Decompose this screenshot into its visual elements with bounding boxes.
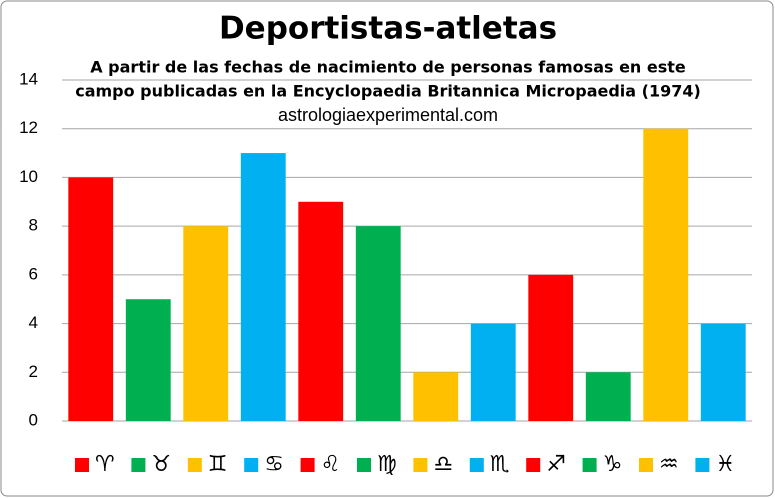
chart-title: Deportistas-atletas (219, 11, 557, 47)
y-tick-label: 14 (19, 69, 38, 88)
legend-label: ♊ (208, 452, 228, 477)
legend-label: ♋ (264, 452, 284, 477)
bar (240, 153, 286, 422)
legend-label: ♐ (546, 452, 566, 477)
chart-subtitle: A partir de las fechas de nacimiento de … (90, 58, 686, 77)
legend-swatch (582, 458, 597, 472)
bar (470, 323, 516, 421)
y-tick-label: 0 (29, 410, 38, 429)
legend-swatch (187, 458, 202, 472)
bar (413, 372, 459, 421)
bar (183, 226, 229, 421)
y-tick-label: 12 (19, 118, 38, 137)
chart-subtitle: campo publicadas en la Encyclopaedia Bri… (75, 82, 701, 101)
y-tick-label: 10 (19, 167, 38, 186)
legend-swatch (526, 458, 541, 472)
legend-label: ♓ (715, 452, 735, 477)
bar (700, 323, 746, 421)
legend-swatch (300, 458, 315, 472)
bar (528, 274, 574, 421)
bar (125, 299, 171, 421)
legend-swatch (469, 458, 484, 472)
bar (68, 177, 114, 421)
legend-label: ♏ (490, 452, 510, 477)
legend-swatch (131, 458, 146, 472)
legend-label: ♑ (603, 452, 623, 477)
legend-label: ♌ (321, 452, 341, 477)
bar (355, 226, 401, 421)
y-tick-label: 2 (29, 362, 38, 381)
legend-label: ♍ (377, 452, 397, 477)
legend-label: ♎ (433, 452, 453, 477)
y-tick-label: 4 (29, 313, 38, 332)
legend-swatch (75, 458, 89, 472)
bar (643, 128, 689, 421)
chart-source: astrologiaexperimental.com (278, 105, 498, 125)
legend-swatch (244, 458, 259, 472)
y-tick-label: 6 (29, 264, 38, 283)
legend-label: ♉ (151, 452, 171, 477)
legend-swatch (639, 458, 653, 472)
legend-swatch (413, 458, 428, 472)
y-tick-label: 8 (29, 216, 38, 235)
legend-label: ♈ (95, 452, 115, 477)
bar (298, 201, 344, 421)
bar (585, 372, 631, 421)
legend-swatch (357, 458, 371, 472)
legend-label: ♒ (659, 452, 679, 477)
legend-swatch (695, 458, 710, 472)
